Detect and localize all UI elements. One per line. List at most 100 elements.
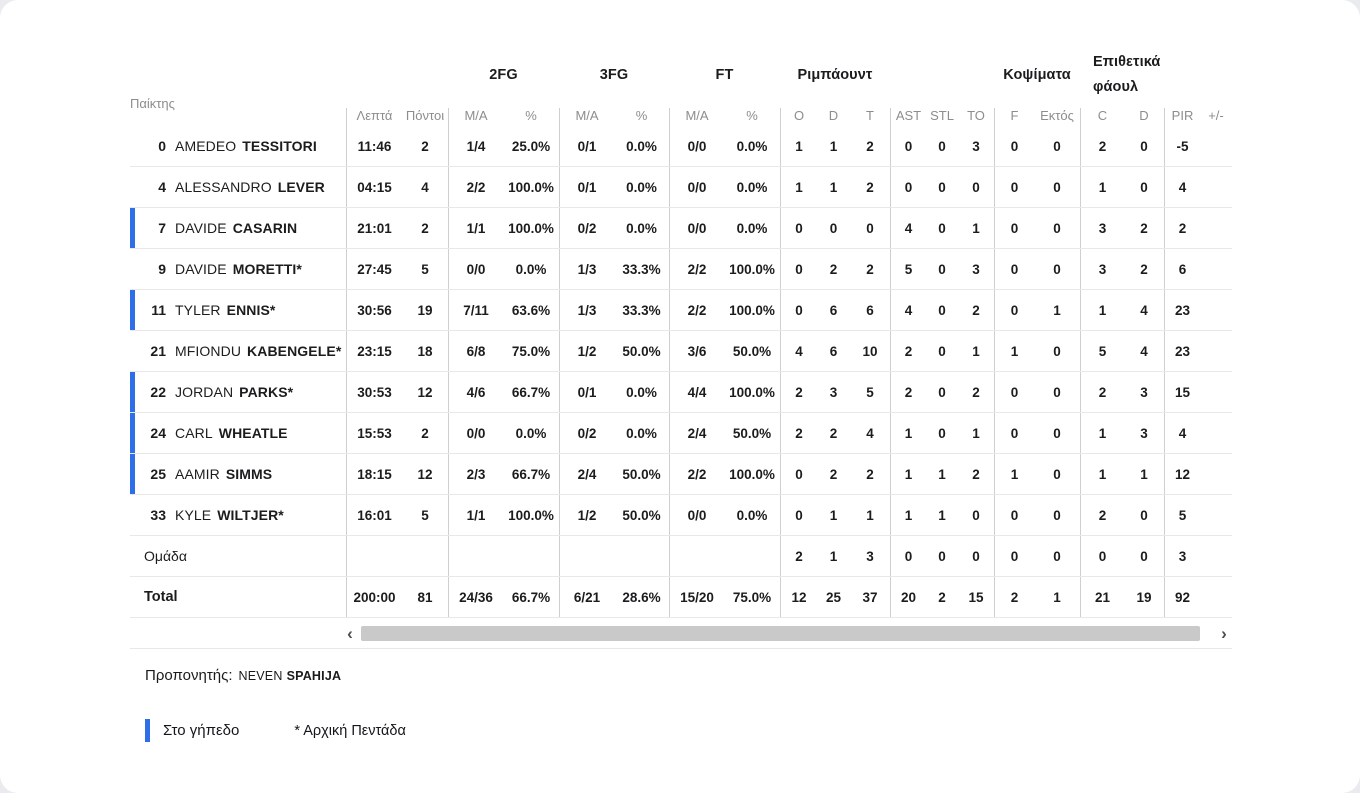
stat-cell: 6 xyxy=(1164,249,1200,289)
stat-cell: 2 xyxy=(866,179,874,195)
stat-cell: 3 xyxy=(1080,249,1124,289)
scrollbar-left-button[interactable]: ‹ xyxy=(342,625,358,642)
stat-column-header: T xyxy=(866,108,874,123)
chevron-left-icon: ‹ xyxy=(347,623,353,643)
stat-cell: 63.6% xyxy=(511,302,551,318)
stat-cell: 81 xyxy=(417,589,433,605)
stat-cell: 0 xyxy=(994,536,1034,576)
stat-column-header: TO xyxy=(967,108,985,123)
on-court-legend-bar xyxy=(145,719,150,742)
stat-cell: 1 xyxy=(1053,589,1061,605)
stat-cell: 1 xyxy=(829,507,838,523)
player-name-cell[interactable]: 4 ALESSANDRO LEVER xyxy=(130,167,346,207)
player-first-name: ALESSANDRO xyxy=(175,179,272,195)
stat-cell: 4 xyxy=(1164,413,1200,453)
stat-cell: 2 xyxy=(994,577,1034,617)
stat-cell: 11:46 xyxy=(346,126,402,166)
stat-cell: 2 xyxy=(421,138,429,154)
stat-cell: 23:15 xyxy=(346,331,402,371)
legend: Στο γήπεδο * Αρχική Πεντάδα xyxy=(145,719,406,742)
stat-cell: 2/4 xyxy=(669,413,724,453)
player-row: 7 DAVIDE CASARIN 21:01 2 1/1 100.0% 0/2 0.0% 0/0 0… xyxy=(130,208,1232,249)
player-row: 21 MFIONDU KABENGELE* 23:15 18 6/8 75.0% 1/2 50.… xyxy=(130,331,1232,372)
player-name-cell[interactable]: 9 DAVIDE MORETTI* xyxy=(130,249,346,289)
group-header-3fg: 3FG xyxy=(599,66,629,83)
stat-cell: 200:00 xyxy=(346,577,402,617)
stat-column-header: AST xyxy=(890,108,926,126)
stat-column-header: Εκτός xyxy=(1040,108,1074,123)
scrollbar-thumb[interactable] xyxy=(361,625,1201,641)
player-first-name: MFIONDU xyxy=(175,343,242,359)
scrollbar-right-button[interactable]: › xyxy=(1216,625,1232,642)
stat-cell: 2 xyxy=(780,372,817,412)
stat-cell: 0.0% xyxy=(515,425,547,441)
player-name-cell[interactable]: 7 DAVIDE CASARIN xyxy=(130,208,346,248)
stat-cell: 20 xyxy=(890,577,926,617)
player-name-cell[interactable]: 0 AMEDEO TESSITORI xyxy=(130,126,346,166)
stat-cell: 2 xyxy=(780,536,817,576)
player-first-name: CARL xyxy=(175,425,213,441)
stat-cell: 6 xyxy=(866,302,874,318)
player-name-cell[interactable]: 21 MFIONDU KABENGELE* xyxy=(130,331,346,371)
stat-cell: 5 xyxy=(421,507,429,523)
stat-column-header: M/A xyxy=(669,108,724,126)
stat-cell: 2 xyxy=(866,466,874,482)
stat-cell: 0 xyxy=(938,261,946,277)
on-court-indicator xyxy=(130,454,135,494)
stat-cell: 0 xyxy=(938,384,946,400)
player-last-name: LEVER xyxy=(277,179,325,195)
group-header-blocks: Κοψίματα xyxy=(1003,66,1071,83)
stat-cell: 1 xyxy=(890,413,926,453)
stat-cell: 27:45 xyxy=(346,249,402,289)
stat-cell: 1 xyxy=(994,331,1034,371)
stat-cell: 0.0% xyxy=(626,384,657,400)
stat-cell: 2 xyxy=(972,384,980,400)
stat-cell: 1 xyxy=(890,495,926,535)
stat-cell: 66.7% xyxy=(511,589,551,605)
stat-cell: 3 xyxy=(1164,536,1200,576)
player-name-cell[interactable]: 11 TYLER ENNIS* xyxy=(130,290,346,330)
stat-cell: 1/3 xyxy=(559,249,614,289)
player-last-name: KABENGELE* xyxy=(247,343,342,359)
player-number: 22 xyxy=(150,384,166,400)
player-name-cell[interactable]: 33 KYLE WILTJER* xyxy=(130,495,346,535)
stat-cell: 2/2 xyxy=(448,167,503,207)
player-name-cell[interactable]: 24 CARL WHEATLE xyxy=(130,413,346,453)
stat-cell: 1/4 xyxy=(448,126,503,166)
stat-cell: 1 xyxy=(972,425,980,441)
stat-cell: 6/8 xyxy=(448,331,503,371)
stat-cell: 0 xyxy=(780,249,817,289)
stat-cell: 24/36 xyxy=(448,577,503,617)
h-scrollbar[interactable]: ‹ › xyxy=(130,618,1232,649)
player-name-cell[interactable]: 25 AAMIR SIMMS xyxy=(130,454,346,494)
stat-cell: 7/11 xyxy=(448,290,503,330)
stat-cell: 0 xyxy=(994,208,1034,248)
stat-cell: 2 xyxy=(1080,126,1124,166)
stat-cell: 15 xyxy=(1164,372,1200,412)
stat-cell: 2 xyxy=(890,372,926,412)
row-label-cell: Total xyxy=(130,577,346,617)
stat-cell: 0 xyxy=(890,126,926,166)
stat-cell: 3 xyxy=(866,548,874,564)
player-row: 0 AMEDEO TESSITORI 11:46 2 1/4 25.0% 0/1 0.0% 0/0… xyxy=(130,126,1232,167)
player-name-cell[interactable]: 22 JORDAN PARKS* xyxy=(130,372,346,412)
stat-cell: 1 xyxy=(829,548,838,564)
stat-column-header: O xyxy=(780,108,817,126)
player-last-name: WHEATLE xyxy=(218,425,288,441)
stat-cell: 3/6 xyxy=(669,331,724,371)
player-row: 33 KYLE WILTJER* 16:01 5 1/1 100.0% 1/2 50.0% 0/0… xyxy=(130,495,1232,536)
player-number: 33 xyxy=(150,507,166,523)
scrollbar-track[interactable] xyxy=(361,625,1213,641)
stat-cell: 50.0% xyxy=(622,466,661,482)
stat-cell: 0 xyxy=(890,536,926,576)
player-last-name: PARKS* xyxy=(239,384,294,400)
stat-cell: 2/3 xyxy=(448,454,503,494)
stat-cell: 1 xyxy=(1080,290,1124,330)
stat-cell: 0 xyxy=(780,208,817,248)
stat-cell: 0/2 xyxy=(559,413,614,453)
stat-cell: 0/1 xyxy=(559,167,614,207)
stat-cell: 2 xyxy=(421,425,429,441)
stat-cell: 0/1 xyxy=(559,126,614,166)
stat-cell: 2 xyxy=(938,589,946,605)
stat-cell: 75.0% xyxy=(511,343,551,359)
